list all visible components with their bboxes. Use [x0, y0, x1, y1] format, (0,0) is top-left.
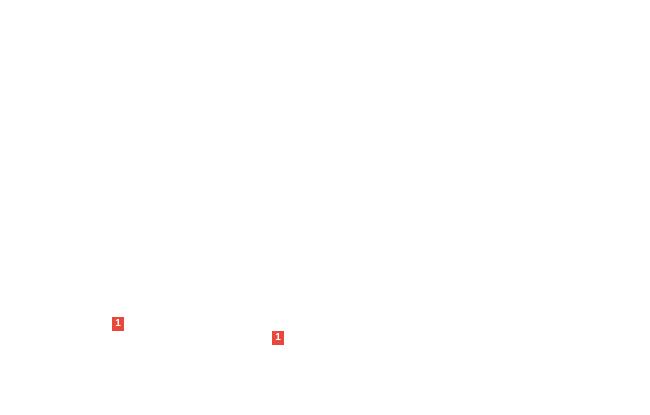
- marker-badge-1[interactable]: 1: [112, 317, 124, 331]
- marker-badge-2[interactable]: 1: [272, 331, 284, 345]
